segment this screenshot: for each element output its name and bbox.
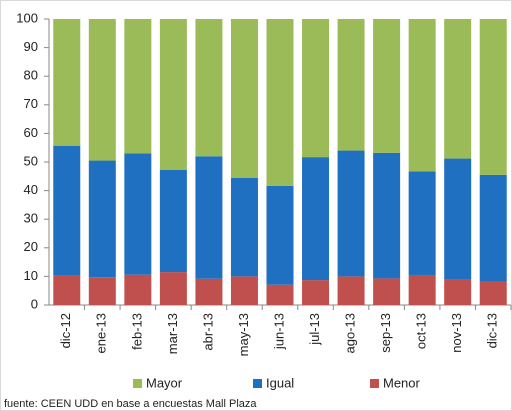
bar-segment xyxy=(479,281,507,305)
bar-segment xyxy=(266,185,294,285)
bar-segment xyxy=(53,19,81,146)
bar-segment xyxy=(408,274,436,305)
legend-swatch xyxy=(370,379,379,388)
bar-segment xyxy=(373,19,401,153)
bar-segment xyxy=(230,177,258,277)
bar-segment xyxy=(124,19,152,154)
y-tick-label: 40 xyxy=(24,182,38,197)
bar-segment xyxy=(444,158,472,280)
legend-label: Menor xyxy=(383,375,421,390)
y-tick-label: 10 xyxy=(24,268,38,283)
legend-label: Mayor xyxy=(146,375,183,390)
y-tick-label: 60 xyxy=(24,125,38,140)
bar-segment xyxy=(159,19,187,171)
bar-segment xyxy=(230,276,258,305)
bar-segment xyxy=(88,19,116,161)
bar-segment xyxy=(266,19,294,186)
source-note: fuente: CEEN UDD en base a encuestas Mal… xyxy=(4,398,257,410)
bar-segment xyxy=(124,153,152,275)
bar-segment xyxy=(88,277,116,305)
x-tick-label: dic-13 xyxy=(485,313,500,348)
bar-segment xyxy=(479,174,507,282)
bar-segment xyxy=(373,152,401,279)
bar-segment xyxy=(266,284,294,305)
bar-segment xyxy=(302,280,330,305)
bar-segment xyxy=(159,170,187,273)
x-tick-label: oct-13 xyxy=(414,313,429,349)
bar-segment xyxy=(444,279,472,305)
y-tick-label: 100 xyxy=(16,10,38,25)
bar-segment xyxy=(53,275,81,305)
x-tick-label: abr-13 xyxy=(200,313,215,351)
x-tick-label: feb-13 xyxy=(129,313,144,350)
bar-segment xyxy=(195,278,223,305)
y-tick-label: 90 xyxy=(24,39,38,54)
bar-segment xyxy=(479,19,507,175)
bar-segment xyxy=(230,19,258,178)
bar-segment xyxy=(444,19,472,159)
y-tick-label: 0 xyxy=(31,296,38,311)
x-tick-label: ago-13 xyxy=(343,313,358,353)
bar-segment xyxy=(124,274,152,305)
bar-segment xyxy=(302,19,330,158)
bar-segment xyxy=(408,19,436,172)
x-tick-label: nov-13 xyxy=(449,313,464,353)
y-tick-label: 70 xyxy=(24,96,38,111)
x-tick-label: jun-13 xyxy=(271,313,286,350)
bar-segment xyxy=(373,278,401,305)
x-tick-label: may-13 xyxy=(236,313,251,356)
x-tick-label: jul-13 xyxy=(307,313,322,346)
x-tick-label: mar-13 xyxy=(165,313,180,354)
bar-segment xyxy=(337,276,365,305)
bar-segment xyxy=(88,160,116,278)
y-tick-label: 20 xyxy=(24,239,38,254)
bar-segment xyxy=(337,19,365,151)
y-tick-label: 50 xyxy=(24,153,38,168)
legend-label: Igual xyxy=(266,375,294,390)
bar-segment xyxy=(408,171,436,275)
bar-segment xyxy=(195,156,223,279)
x-tick-label: ene-13 xyxy=(94,313,109,353)
bar-segment xyxy=(302,157,330,281)
y-tick-label: 80 xyxy=(24,68,38,83)
bar-segment xyxy=(159,272,187,305)
bar-segment xyxy=(195,19,223,157)
x-tick-label: sep-13 xyxy=(378,313,393,353)
legend-swatch xyxy=(253,379,262,388)
bar-segment xyxy=(337,150,365,277)
bar-segment xyxy=(53,145,81,276)
legend-swatch xyxy=(133,379,142,388)
x-tick-label: dic-12 xyxy=(58,313,73,348)
y-tick-label: 30 xyxy=(24,211,38,226)
